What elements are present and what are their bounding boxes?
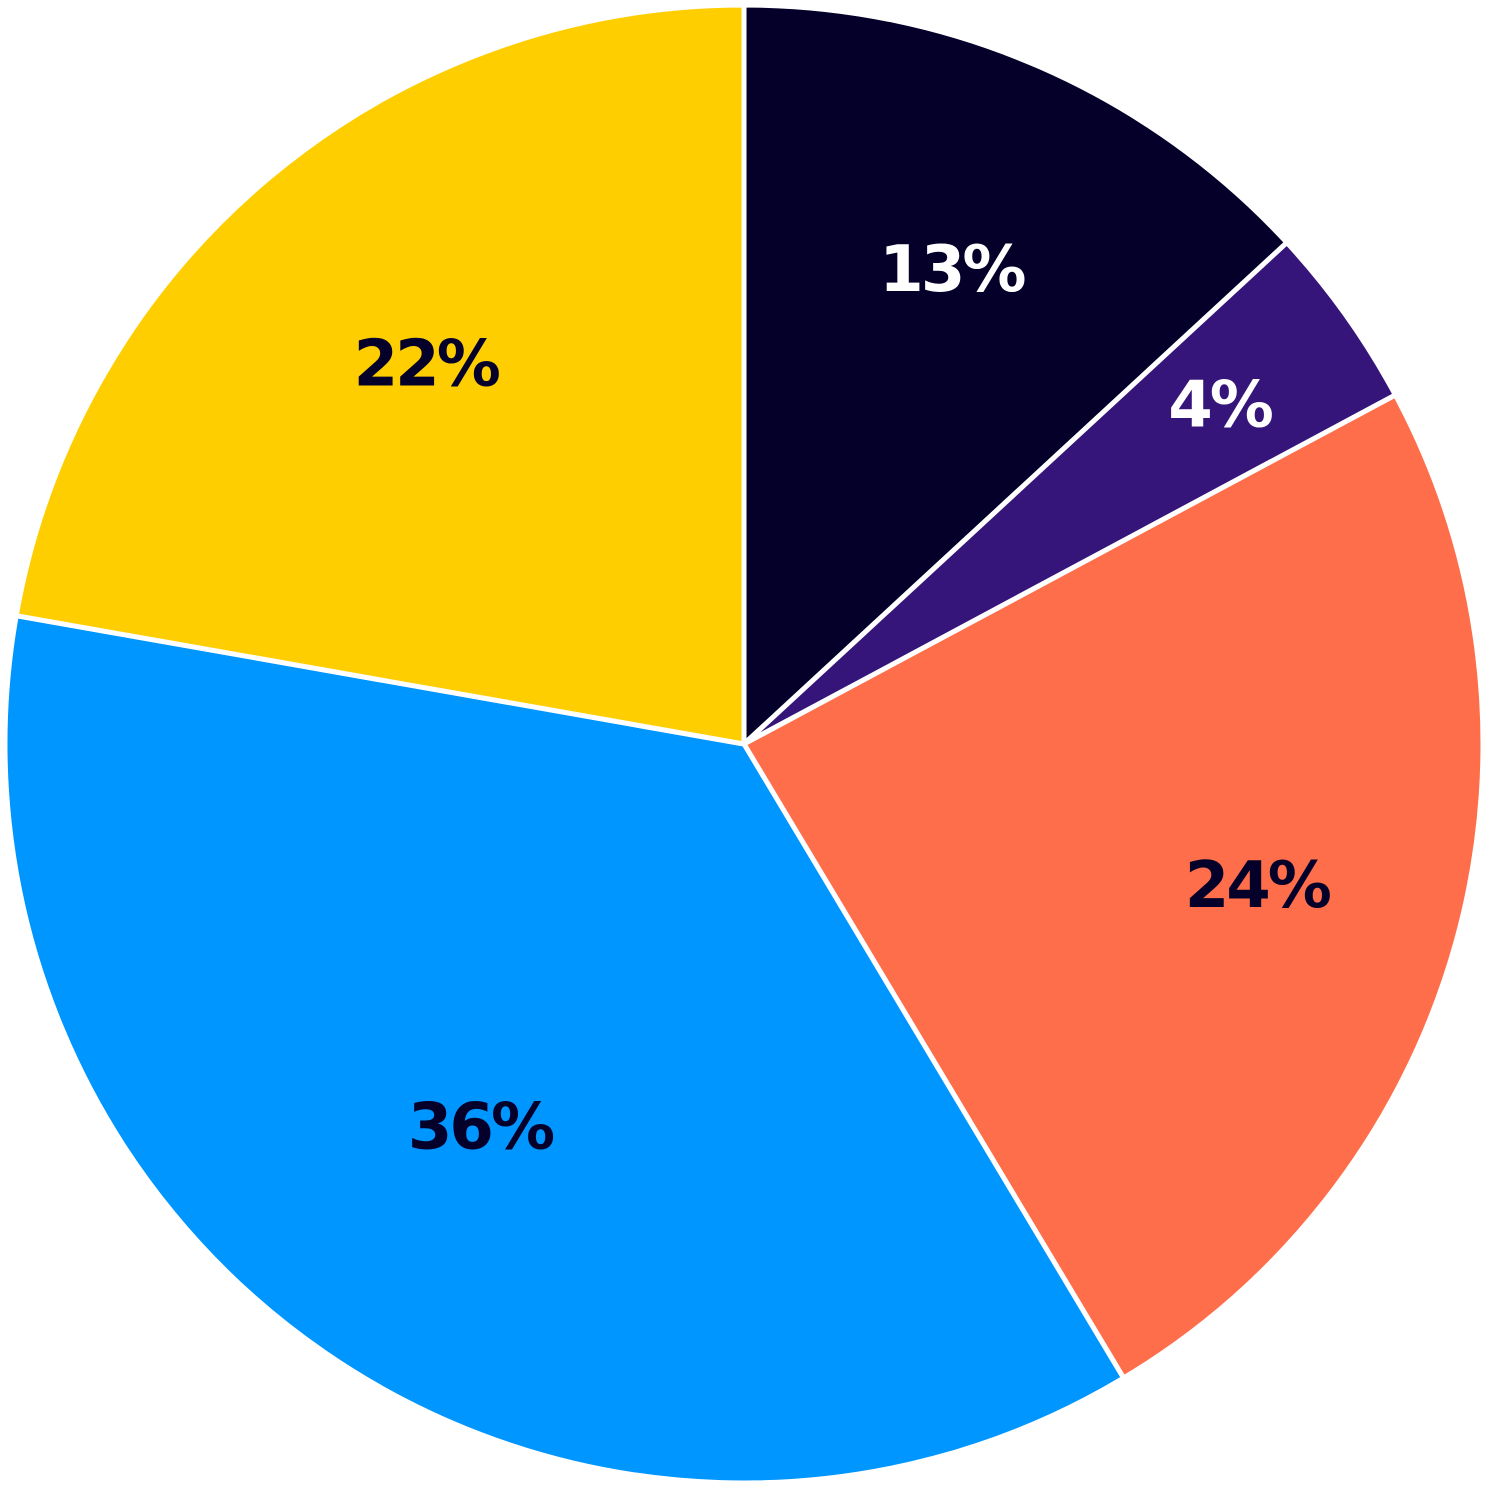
slice-label-4-percent: 4%: [1168, 368, 1273, 442]
slice-label-13-percent: 13%: [879, 233, 1025, 307]
slice-label-22-percent: 22%: [354, 328, 500, 402]
slice-label-36-percent: 36%: [408, 1090, 554, 1164]
pie-labels: 13% 4% 24% 36% 22%: [354, 233, 1334, 1164]
pie-slice-36-percent: [2, 613, 1127, 1486]
pie-slice-4-percent: [741, 240, 1398, 747]
slice-label-24-percent: 24%: [1185, 849, 1331, 923]
pie-slice-24-percent: [741, 392, 1486, 1381]
pie-slice-13-percent: [741, 2, 1290, 747]
pie-slice-22-percent: [13, 2, 747, 747]
